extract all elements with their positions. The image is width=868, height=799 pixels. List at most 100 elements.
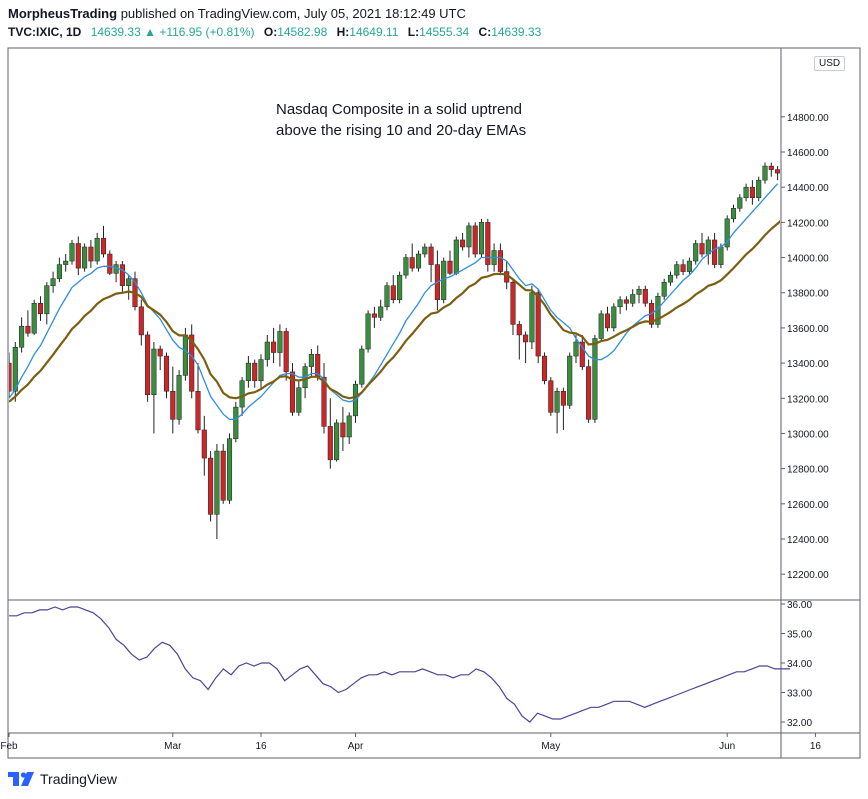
candle-body (390, 285, 396, 301)
candle-body (157, 348, 163, 357)
candle-body (31, 303, 37, 334)
publish-info: published on TradingView.com, July 05, 2… (120, 6, 466, 21)
candle-body (623, 299, 629, 304)
low-label: L: (407, 25, 420, 39)
indicator-tick-label: 35.00 (787, 630, 812, 641)
candle-body (718, 246, 724, 265)
candle-body (762, 165, 768, 181)
candle-body (712, 239, 718, 265)
candle-body (151, 348, 157, 396)
price-tick-label: 13400.00 (787, 359, 829, 370)
candle-body (460, 239, 466, 248)
candle-body (327, 426, 333, 461)
candle-body (214, 450, 220, 515)
author-name[interactable]: MorpheusTrading (8, 6, 118, 21)
candle-body (82, 246, 88, 269)
candle-body (63, 260, 69, 265)
candle-body (756, 179, 762, 198)
candle-body (283, 331, 289, 373)
candle-body (510, 281, 516, 325)
candle-body (321, 376, 327, 427)
candle-body (415, 253, 422, 269)
price-tick-label: 14200.00 (787, 218, 829, 229)
price-tick-label: 13000.00 (787, 429, 829, 440)
candle-body (548, 380, 554, 413)
candle-body (768, 165, 774, 170)
candle-body (50, 278, 56, 286)
chart-frame (7, 47, 861, 759)
time-tick-label: Mar (164, 741, 182, 752)
indicator-line (9, 606, 791, 723)
candle-body (472, 225, 478, 255)
candle-body (239, 380, 245, 408)
indicator-tick-label: 34.00 (787, 659, 812, 670)
candle-body (378, 306, 384, 318)
candle-body (308, 354, 314, 367)
candle-body (56, 264, 62, 279)
candle-body (371, 313, 377, 318)
indicator-tick-label: 36.00 (787, 600, 812, 611)
chart-annotation[interactable]: Nasdaq Composite in a solid uptrend abov… (276, 99, 526, 141)
candle-body (346, 415, 352, 438)
candle-body (252, 362, 258, 381)
candle-body (233, 406, 239, 439)
candle-body (523, 334, 529, 343)
candle-body (699, 243, 705, 255)
candle-body (12, 347, 18, 392)
candle-body (478, 222, 485, 255)
candle-body (25, 325, 31, 334)
high-value: 14649.11 (349, 25, 399, 39)
candle-body (541, 355, 548, 381)
open-label: O: (263, 25, 278, 39)
annotation-line-2: above the rising 10 and 20-day EMAs (276, 122, 527, 139)
candle-body (630, 294, 636, 304)
candle-body (409, 257, 415, 269)
candle-body (44, 285, 50, 315)
candle-body (447, 260, 453, 274)
candle-body (743, 186, 749, 198)
logo-text: TradingView (40, 771, 118, 787)
price-tick-label: 13200.00 (787, 394, 829, 405)
candle-body (126, 278, 132, 286)
candle-body (296, 387, 302, 413)
symbol-label[interactable]: TVC:IXIC, 1D (8, 25, 82, 39)
candle-body (724, 218, 730, 248)
candle-body (19, 325, 25, 348)
candle-body (289, 371, 296, 413)
candle-body (441, 260, 447, 301)
close-label: C: (478, 25, 492, 39)
candle-body (611, 306, 617, 329)
candle-body (176, 375, 182, 420)
candle-body (226, 438, 233, 501)
time-tick-label: 16 (255, 741, 267, 752)
indicator-tick-label: 33.00 (787, 689, 812, 700)
candle-body (271, 341, 277, 353)
price-tick-label: 12800.00 (787, 465, 829, 476)
time-tick-label: Feb (0, 741, 18, 752)
price-tick-label: 13600.00 (787, 324, 829, 335)
tradingview-logo[interactable]: TradingView (8, 769, 117, 789)
candle-body (245, 362, 251, 381)
candle-body (422, 246, 428, 255)
currency-badge[interactable]: USD (814, 56, 846, 71)
candle-body (529, 292, 535, 343)
publish-header: MorpheusTrading published on TradingView… (8, 6, 466, 21)
candle-body (189, 334, 195, 392)
candle-body (636, 288, 642, 295)
price-pane (9, 162, 780, 539)
candle-body (119, 264, 125, 286)
candle-body (535, 292, 541, 357)
candle-body (258, 359, 264, 381)
close-value: 14639.33 (491, 25, 542, 39)
candle-body (397, 274, 403, 301)
candle-body (208, 457, 214, 515)
time-tick-label: Apr (348, 741, 364, 752)
candle-body (138, 306, 144, 336)
price-tick-label: 14000.00 (787, 254, 829, 265)
candle-body (75, 243, 81, 269)
up-arrow-icon: ▲ (144, 25, 156, 39)
candle-body (94, 237, 100, 262)
candle-body (775, 169, 780, 174)
time-tick-label: May (541, 741, 560, 752)
